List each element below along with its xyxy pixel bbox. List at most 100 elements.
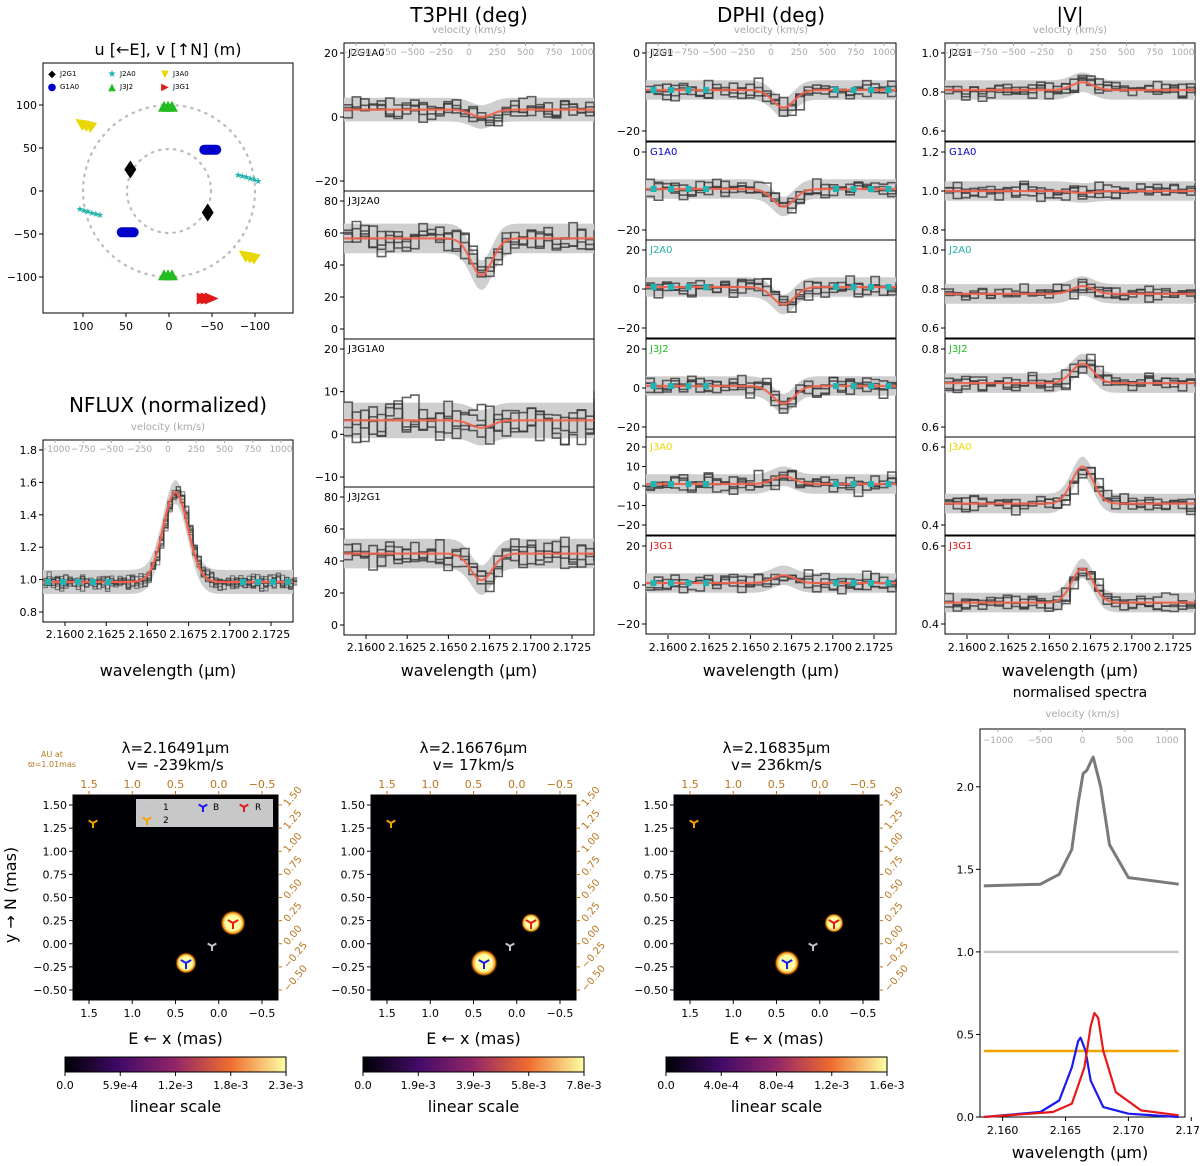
nflux-data-trace bbox=[43, 489, 298, 592]
dphi-panel-5-continuum-marker bbox=[833, 580, 839, 587]
dphi-panel-1: G1A0 0 −20 bbox=[617, 141, 897, 241]
dphi-panel-4-continuum-marker bbox=[703, 481, 709, 488]
vis-panel-1-ytick-label: 1.0 bbox=[922, 185, 940, 198]
image-legend-label: 2 bbox=[163, 816, 169, 826]
image-legend-label: B bbox=[213, 803, 219, 813]
t3phi-panel-2-ytick-label: 0 bbox=[331, 428, 338, 441]
nflux-model-line bbox=[43, 491, 293, 584]
dphi-xtick-label: 2.1600 bbox=[649, 641, 688, 654]
dphi-velocity-label: velocity (km/s) bbox=[734, 25, 808, 36]
spectra-velocity-tick-label: −1000 bbox=[983, 736, 1014, 746]
colorbar bbox=[665, 1056, 888, 1073]
nflux-velocity-tick-label: −500 bbox=[99, 445, 124, 455]
image-wavelength-title: λ=2.16676μm bbox=[420, 739, 528, 757]
dphi-panel-4: J3A0 20 10 0 −10 −20 bbox=[617, 436, 897, 536]
uv-legend: ◆ J2G1● G1A0 ★ J2A0▲ J3J2 ▼ J3A0▶ J3G1 bbox=[48, 69, 190, 93]
t3phi-velocity-tick-label: 500 bbox=[517, 48, 534, 58]
dphi-panel-0-continuum-marker bbox=[650, 87, 657, 94]
dphi-panel-3-continuum-marker bbox=[850, 383, 857, 390]
vis-panel-3-ytick-label: 0.8 bbox=[922, 343, 940, 356]
uv-marker-diamond bbox=[124, 160, 137, 179]
uv-marker-star: ★ bbox=[92, 210, 100, 220]
nflux-xtick-label: 2.1650 bbox=[128, 628, 167, 641]
uv-marker-star: ★ bbox=[242, 173, 250, 183]
image-legend-marker-1 bbox=[146, 803, 152, 808]
dphi-panel-4-data-trace bbox=[646, 469, 897, 498]
vis-velocity-tick-label: −1000 bbox=[942, 48, 973, 58]
vis-panel-0: J2G1 1.0 0.8 0.6 bbox=[922, 42, 1196, 142]
uv-ytick-label: −100 bbox=[7, 271, 37, 284]
image-au-xtick-label: 0.5 bbox=[768, 778, 786, 791]
spectra-series-line bbox=[983, 1011, 1179, 1119]
dphi-panel-5-label: J3G1 bbox=[649, 541, 673, 552]
image-velocity-title: v= 17km/s bbox=[433, 756, 515, 774]
diamond-icon: ◆ bbox=[48, 69, 56, 80]
image-legend-box bbox=[136, 799, 273, 827]
vis-panel-1-model-line bbox=[945, 189, 1195, 194]
t3phi-xtick-label: 2.1600 bbox=[347, 641, 386, 654]
vis-panel-5-model-line bbox=[945, 567, 1195, 604]
dphi-panel-0-data-trace bbox=[646, 77, 897, 117]
vis-panel-0-label: J2G1 bbox=[948, 48, 972, 59]
image-au-xtick-label: 0.0 bbox=[508, 778, 526, 791]
nflux-velocity-label: velocity (km/s) bbox=[131, 422, 205, 433]
nflux-continuum-marker bbox=[60, 579, 66, 585]
dphi-panel-2-label: J2A0 bbox=[649, 245, 673, 256]
t3phi-velocity-tick-label: 250 bbox=[489, 48, 506, 58]
colorbar-tick-label: 3.9e-3 bbox=[456, 1079, 491, 1092]
spectra-xtick-label: 2.170 bbox=[1113, 1124, 1145, 1137]
vis-xtick-label: 2.1700 bbox=[1113, 641, 1152, 654]
t3phi-panel-2-ytick-label: −10 bbox=[315, 471, 338, 484]
image-au-ytick-label: 0.25 bbox=[580, 900, 603, 924]
dphi-panel-0-continuum-marker bbox=[685, 87, 692, 94]
dphi-panel-5: J3G1 20 0 −20 bbox=[617, 535, 897, 635]
image-au-ytick-label: 1.00 bbox=[282, 831, 305, 855]
t3phi-panel-2-data-trace bbox=[344, 403, 595, 446]
uv-xtick-label: 50 bbox=[119, 320, 133, 333]
uv-marker-diamond bbox=[201, 203, 214, 222]
vis-panel-1-label: G1A0 bbox=[949, 147, 976, 158]
image-marker-1 bbox=[509, 942, 515, 947]
image-legend-marker-2 bbox=[142, 816, 148, 821]
image-ytick-label: −0.50 bbox=[33, 984, 67, 997]
circle-icon: ● bbox=[48, 82, 57, 93]
spectra-chart: normalised spectra 0.0 0.5 1.0 1.5 2.0 2.160 2.… bbox=[957, 685, 1200, 1162]
dphi-panel-4-ytick-label: −20 bbox=[617, 519, 640, 532]
nflux-velocity-tick-label: 500 bbox=[216, 445, 233, 455]
uv-plot: u [←E], v [↑N] (m)★★★★★★★★★★★★◆ J2G1● G1A0… bbox=[7, 40, 294, 333]
vis-title: |V| bbox=[1056, 3, 1083, 27]
uv-marker-star: ★ bbox=[250, 176, 258, 186]
vis-xtick-label: 2.1675 bbox=[1071, 641, 1110, 654]
dphi-panel-1-label: G1A0 bbox=[650, 147, 677, 158]
dphi-panel-1-ytick-label: 0 bbox=[633, 146, 640, 159]
image-legend-marker-b bbox=[198, 803, 204, 808]
colorbar-tick-label: 7.8e-3 bbox=[566, 1079, 601, 1092]
dphi-panel-2-ytick-label: 20 bbox=[626, 244, 640, 257]
colorbar bbox=[64, 1056, 287, 1073]
vis-panel-2-model-line bbox=[945, 285, 1195, 295]
uv-legend-label: J3A0 bbox=[172, 70, 189, 78]
nflux-xtick-label: 2.1700 bbox=[211, 628, 250, 641]
t3phi-panel-0-ytick-label: 20 bbox=[324, 47, 338, 60]
dphi-panel-4-label: J3A0 bbox=[649, 442, 673, 453]
image-marker-r bbox=[525, 919, 532, 924]
nflux-xtick-label: 2.1600 bbox=[46, 628, 85, 641]
dphi-panel-3-ytick-label: 20 bbox=[626, 343, 640, 356]
image-ytick-label: 1.00 bbox=[341, 845, 366, 858]
image-xlabel: E ← x (mas) bbox=[729, 1029, 823, 1048]
dphi-panel-2-continuum-marker bbox=[868, 284, 874, 291]
image-au-ytick-label: 1.00 bbox=[580, 831, 603, 855]
dphi-panel-0-continuum-marker bbox=[668, 87, 674, 94]
image-xtick-label: 1.0 bbox=[725, 1007, 743, 1020]
dphi-panel-2-ytick-label: −20 bbox=[617, 322, 640, 335]
uv-title: u [←E], v [↑N] (m) bbox=[95, 40, 242, 59]
image-marker-b bbox=[483, 959, 490, 964]
vis-panel-5-label: J3G1 bbox=[948, 541, 972, 552]
dphi-velocity-tick-label: −500 bbox=[702, 48, 727, 58]
t3phi-velocity-tick-label: −500 bbox=[400, 48, 425, 58]
dphi-panel-0-ytick-label: −20 bbox=[617, 125, 640, 138]
image-au-ytick-label: 0.75 bbox=[883, 854, 906, 878]
image-ytick-label: −0.50 bbox=[331, 984, 365, 997]
colorbar-label: linear scale bbox=[731, 1097, 823, 1116]
